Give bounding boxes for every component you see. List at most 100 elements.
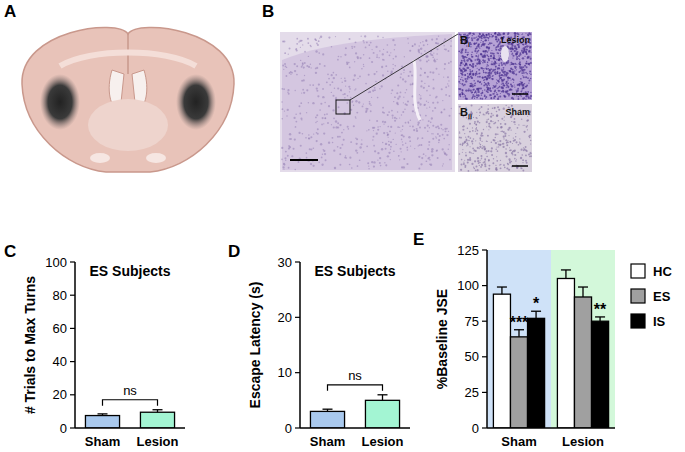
- cell: [424, 83, 425, 84]
- cell: [437, 42, 439, 44]
- cell: [402, 111, 404, 113]
- cell: [426, 107, 427, 108]
- cell: [478, 96, 479, 97]
- cell: [480, 98, 481, 99]
- cell: [421, 157, 423, 159]
- cell: [323, 132, 325, 134]
- cell: [471, 70, 473, 72]
- cell: [520, 64, 522, 66]
- cell: [476, 124, 477, 125]
- cell: [428, 102, 429, 103]
- cell: [483, 146, 485, 148]
- cell: [471, 54, 473, 56]
- cell: [283, 163, 285, 165]
- cell: [491, 154, 493, 156]
- cell: [516, 159, 517, 160]
- cell: [435, 97, 437, 99]
- cell: [487, 75, 488, 76]
- cell: [510, 83, 512, 85]
- cell: [528, 63, 529, 64]
- cell: [520, 157, 522, 159]
- cell: [493, 123, 495, 125]
- cell: [526, 120, 528, 122]
- vessel: [501, 46, 509, 62]
- cell: [482, 77, 484, 79]
- cell: [477, 59, 479, 61]
- cell: [344, 80, 346, 82]
- cell: [339, 153, 341, 155]
- cell: [369, 120, 370, 121]
- cell: [514, 45, 516, 47]
- cell: [439, 135, 441, 137]
- cell: [488, 33, 490, 35]
- cell: [491, 36, 493, 38]
- cell: [482, 90, 483, 91]
- cell: [315, 122, 316, 123]
- cell: [509, 77, 511, 79]
- cell: [499, 144, 501, 146]
- cell: [441, 111, 443, 113]
- cell: [474, 42, 476, 44]
- cell: [435, 126, 437, 128]
- cell: [477, 130, 478, 131]
- cell: [429, 94, 431, 96]
- cell: [464, 78, 466, 80]
- cell: [408, 122, 410, 124]
- ventricle: [414, 60, 420, 120]
- cell: [316, 88, 318, 90]
- cell: [481, 158, 482, 159]
- cell: [381, 66, 383, 68]
- cell: [290, 71, 292, 73]
- cell: [339, 136, 341, 138]
- cell: [387, 134, 389, 136]
- cell: [290, 74, 291, 75]
- cell: [459, 94, 461, 96]
- cell: [460, 137, 462, 139]
- cell: [519, 59, 520, 60]
- cell: [490, 116, 492, 118]
- cell: [420, 48, 422, 50]
- cell: [370, 104, 372, 106]
- cell: [302, 62, 304, 64]
- cell: [407, 101, 409, 103]
- cell: [472, 147, 474, 149]
- cell: [373, 165, 375, 167]
- cell: [433, 79, 435, 81]
- cell: [495, 69, 496, 70]
- cell: [485, 153, 486, 154]
- cell: [377, 129, 379, 131]
- cell: [500, 58, 502, 60]
- cell: [363, 103, 364, 104]
- cell: [442, 148, 444, 150]
- cell: [426, 56, 428, 58]
- cell: [523, 147, 524, 148]
- cell: [505, 90, 507, 92]
- cell: [421, 137, 423, 139]
- cell: [332, 109, 334, 111]
- cell: [476, 73, 478, 75]
- cell: [477, 80, 479, 82]
- cell: [387, 155, 389, 157]
- cell: [465, 137, 466, 138]
- cell: [479, 137, 481, 139]
- cell: [388, 111, 390, 113]
- cell: [506, 105, 507, 106]
- cell: [335, 74, 336, 75]
- cell: [313, 133, 314, 134]
- cell: [387, 44, 389, 46]
- cell: [464, 84, 466, 86]
- cell: [498, 120, 500, 122]
- cell: [327, 122, 329, 124]
- cell: [519, 141, 520, 142]
- cell: [526, 73, 528, 75]
- cell: [462, 80, 464, 82]
- cell: [436, 68, 438, 70]
- cell: [442, 129, 443, 130]
- cell: [374, 87, 376, 89]
- cell: [478, 73, 480, 75]
- cell: [331, 92, 332, 93]
- cell: [512, 78, 514, 80]
- cell: [460, 70, 462, 72]
- cell: [509, 71, 511, 73]
- cell: [504, 123, 506, 125]
